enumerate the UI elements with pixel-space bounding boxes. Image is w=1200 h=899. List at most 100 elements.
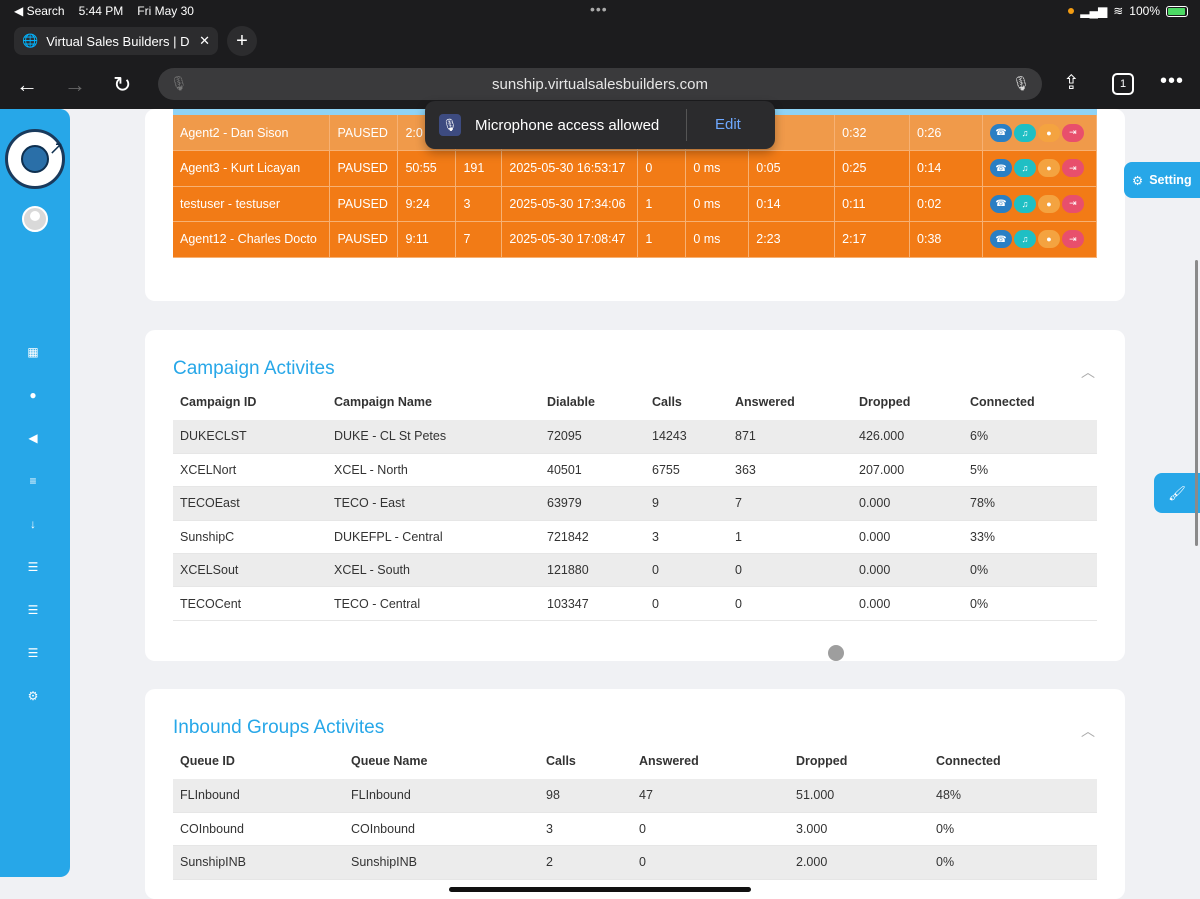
table-cell: 3 [455,186,503,222]
back-to-search[interactable]: ◀ Search [14,4,65,18]
avatar[interactable] [22,206,48,232]
table-cell: 1 [728,520,852,555]
mic-icon: 🎙 [439,114,461,136]
column-header[interactable]: Answered [735,395,795,409]
chevron-up-icon[interactable]: ︿ [1081,364,1095,380]
reload-icon[interactable]: ↻ [113,72,132,97]
column-header[interactable]: Calls [652,395,682,409]
url-bar[interactable]: 🎙 sunship.virtualsalesbuilders.com 🎙 [158,68,1042,100]
inbound-table: Queue ID Queue Name Calls Answered Dropped Co… [173,743,1097,880]
logout-button[interactable]: ⇥ [1061,230,1084,249]
paint-roller-button[interactable]: 🖌 [1154,473,1200,513]
user-icon[interactable]: ● [29,388,37,402]
home-indicator[interactable] [449,887,751,892]
chevron-up-icon[interactable]: ︿ [1081,723,1095,739]
column-header[interactable]: Dropped [859,395,911,409]
call-button[interactable]: ☎ [989,194,1012,213]
multitask-dots-icon[interactable]: ••• [590,1,608,17]
list-icon[interactable]: ☰ [27,646,39,660]
tab-count-button[interactable]: 1 [1112,73,1134,95]
signal-icon: ▂▄▆ [1080,4,1108,18]
toast-edit-button[interactable]: Edit [715,116,741,133]
table-cell: TECOEast [173,486,327,521]
listen-button[interactable]: ♫ [1013,194,1036,213]
campaign-table: Campaign ID Campaign Name Dialable Calls Ans… [173,384,1097,621]
column-header[interactable]: Dialable [547,395,595,409]
column-header[interactable]: Queue Name [351,754,428,768]
table-cell: 2 [539,845,632,880]
mic-button[interactable]: ● [1037,230,1060,249]
table-cell: 7 [455,221,503,258]
table-cell: 0:32 [834,115,911,151]
megaphone-icon[interactable]: ◀ [28,431,38,445]
forward-arrow-icon[interactable]: → [64,72,86,97]
call-button[interactable]: ☎ [989,230,1012,249]
table-cell: FLInbound [173,779,344,813]
scroll-handle[interactable] [828,645,844,661]
voice-search-icon[interactable]: 🎙 [1012,75,1030,91]
column-header[interactable]: Campaign ID [180,395,257,409]
list-icon[interactable]: ☰ [27,603,39,617]
table-cell: 0:14 [748,186,836,222]
table-cell: 0% [963,586,1097,621]
listen-button[interactable]: ♫ [1013,230,1036,249]
table-cell: 121880 [540,553,645,588]
table-cell: 207.000 [852,453,963,488]
table-row: COInbound COInbound 3 0 3.000 0% [173,812,1097,847]
table-cell: 0.000 [852,586,963,621]
listen-button[interactable]: ♫ [1013,123,1036,142]
gear-icon: ⚙ [1132,173,1144,188]
setting-button[interactable]: ⚙ Setting [1124,162,1200,198]
column-header[interactable]: Campaign Name [334,395,432,409]
logout-button[interactable]: ⇥ [1061,123,1084,142]
campaign-card: Campaign Activites ︿ Campaign ID Campaign… [145,330,1125,661]
close-tab-icon[interactable]: ✕ [199,33,210,48]
dashboard-icon[interactable]: ▦ [27,345,39,359]
call-button[interactable]: ☎ [989,123,1012,142]
table-cell: 0:11 [834,186,911,222]
agent-actions: ☎ ♫ ● ⇥ [982,221,1098,258]
logout-button[interactable]: ⇥ [1061,159,1084,178]
gear-icon[interactable]: ⚙ [27,689,39,703]
mic-button[interactable]: ● [1037,194,1060,213]
column-header[interactable]: Connected [970,395,1035,409]
paint-roller-icon: 🖌 [1168,484,1186,501]
logout-button[interactable]: ⇥ [1061,194,1084,213]
database-icon[interactable]: ≡ [29,474,37,488]
share-icon[interactable]: ⇪ [1063,72,1080,94]
agent-actions: ☎ ♫ ● ⇥ [982,115,1098,151]
new-tab-button[interactable]: + [227,26,257,56]
column-header[interactable]: Calls [546,754,576,768]
page-scrollbar[interactable] [1195,260,1198,546]
table-cell: 871 [728,420,852,454]
table-cell: 0 [632,812,789,847]
table-row: XCELNort XCEL - North 40501 6755 363 207.000 5… [173,453,1097,488]
column-header[interactable]: Connected [936,754,1001,768]
column-header[interactable]: Answered [639,754,699,768]
agent-actions: ☎ ♫ ● ⇥ [982,150,1098,187]
table-cell: 0 [637,150,687,187]
table-cell: TECOCent [173,586,327,621]
column-header[interactable]: Dropped [796,754,848,768]
table-cell: testuser - testuser [173,186,331,222]
globe-icon: 🌐 [22,33,39,48]
mic-button[interactable]: ● [1037,159,1060,178]
mic-button[interactable]: ● [1037,123,1060,142]
table-cell: 0:25 [834,150,911,187]
logo[interactable]: ↗ [5,129,65,189]
list-icon[interactable]: ☰ [27,560,39,574]
table-cell: 1 [637,221,687,258]
table-cell: PAUSED [329,150,399,187]
back-arrow-icon[interactable]: ← [16,72,38,97]
browser-tab[interactable]: 🌐 Virtual Sales Builders | D ✕ [14,27,218,55]
table-cell: 2025-05-30 17:34:06 [501,186,639,222]
download-icon[interactable]: ↓ [30,517,36,531]
column-header[interactable]: Queue ID [180,754,235,768]
more-menu-icon[interactable]: ••• [1160,70,1185,92]
listen-button[interactable]: ♫ [1013,159,1036,178]
table-cell: 2:23 [748,221,836,258]
table-cell: 14243 [645,420,728,454]
table-cell: 0:14 [909,150,983,187]
table-cell: 0:02 [909,186,983,222]
call-button[interactable]: ☎ [989,159,1012,178]
